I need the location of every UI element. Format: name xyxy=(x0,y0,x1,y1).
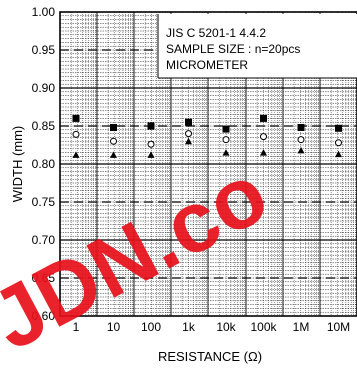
average-marker xyxy=(185,130,192,138)
max-marker xyxy=(110,124,117,132)
max-marker xyxy=(260,114,267,122)
max-marker xyxy=(335,124,342,132)
x-tick-label: 10k xyxy=(216,320,236,334)
average-marker xyxy=(222,136,230,144)
min-marker xyxy=(297,146,305,154)
y-axis-label: WIDTH (mm) xyxy=(10,126,25,203)
annotation-line-3: MICROMETER xyxy=(166,58,248,72)
max-marker xyxy=(297,124,305,132)
x-tick-label: 1 xyxy=(73,320,80,334)
y-tick-label: 1.00 xyxy=(32,5,56,19)
y-axis: 0.60 0.65 0.70 0.75 0.80 0.85 0.90 0.95 1.00 xyxy=(32,5,56,323)
average-marker xyxy=(110,137,117,145)
min-marker xyxy=(335,150,342,158)
x-tick-label: 100 xyxy=(141,320,161,334)
max-marker xyxy=(222,125,230,133)
x-tick-label: 1k xyxy=(182,320,196,334)
major-gridlines xyxy=(60,49,357,279)
y-tick-label: 0.60 xyxy=(32,309,56,323)
data-marks xyxy=(72,114,342,158)
y-tick-label: 0.65 xyxy=(32,271,56,285)
x-tick-label: 100k xyxy=(250,320,277,334)
y-tick-label: 0.95 xyxy=(32,43,56,57)
x-tick-label: 10 xyxy=(107,320,121,334)
min-marker xyxy=(222,149,230,156)
annotation-line-2: SAMPLE SIZE : n=20pcs xyxy=(166,42,300,56)
max-marker xyxy=(185,118,192,126)
y-tick-label: 0.90 xyxy=(32,81,56,95)
y-tick-label: 0.70 xyxy=(32,233,56,247)
x-axis-label: RESISTANCE (Ω) xyxy=(158,349,262,364)
average-marker xyxy=(260,133,267,141)
y-tick-label: 0.75 xyxy=(32,195,56,209)
y-tick-label: 0.85 xyxy=(32,119,56,133)
average-marker xyxy=(335,139,342,147)
min-marker xyxy=(147,151,155,158)
x-axis: 1 10 100 1k 10k 100k 1M 10M xyxy=(73,320,351,334)
min-marker xyxy=(72,151,80,158)
average-marker xyxy=(147,140,155,148)
min-marker xyxy=(185,137,192,145)
average-marker xyxy=(297,136,305,144)
y-tick-label: 0.80 xyxy=(32,157,56,171)
max-marker xyxy=(147,122,155,130)
min-marker xyxy=(110,151,117,158)
min-marker xyxy=(260,149,267,156)
plot-frame xyxy=(59,11,357,317)
x-tick-label: 10M xyxy=(327,320,350,334)
average-marker xyxy=(72,130,80,138)
annotation-line-1: JIS C 5201-1 4.4.2 xyxy=(166,26,266,40)
annotation-box: JIS C 5201-1 4.4.2 SAMPLE SIZE : n=20pcs… xyxy=(157,14,357,79)
max-marker xyxy=(72,114,80,122)
x-tick-label: 1M xyxy=(293,320,310,334)
